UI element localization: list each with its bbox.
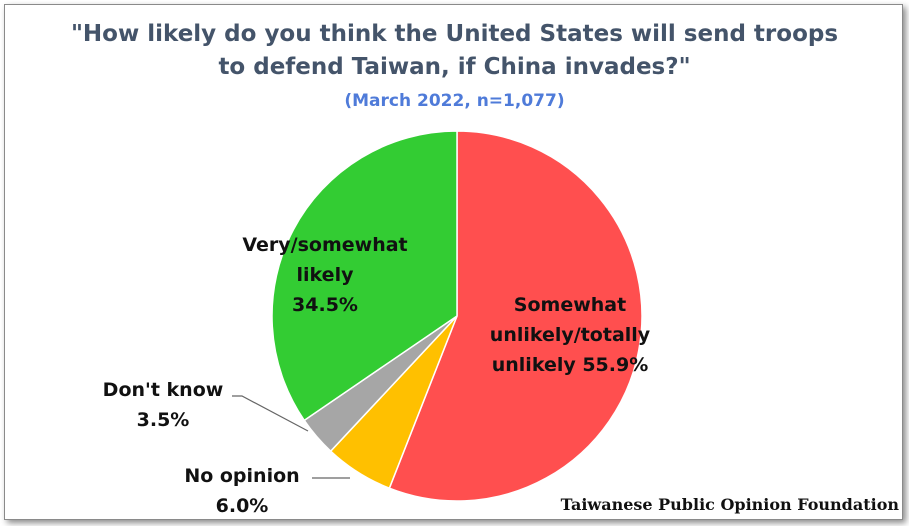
chart-subtitle: (March 2022, n=1,077) (344, 91, 565, 111)
slice-label-very-likely-line-1: Very/somewhat (242, 234, 408, 256)
leader-line-dont-know (232, 395, 309, 432)
chart-title-line-1: "How likely do you think the United Stat… (70, 21, 839, 47)
source-credit: Taiwanese Public Opinion Foundation (558, 495, 901, 514)
slice-label-somewhat-unlikely-line-3: unlikely 55.9% (491, 354, 649, 376)
slice-label-very-likely-line-2: likely (296, 264, 354, 286)
slice-label-dont-know: Don't know 3.5% (88, 375, 238, 435)
pie-slice-3 (271, 130, 458, 422)
slice-label-very-likely: Very/somewhat likely 34.5% (240, 230, 410, 320)
slice-label-dont-know-line-1: Don't know (102, 379, 224, 401)
slice-label-somewhat-unlikely-line-2: unlikely/totally (489, 324, 651, 346)
slice-label-no-opinion-line-2: 6.0% (215, 495, 269, 517)
slice-label-somewhat-unlikely: Somewhat unlikely/totally unlikely 55.9% (470, 290, 670, 380)
slice-label-somewhat-unlikely-line-1: Somewhat (513, 294, 627, 316)
slice-label-no-opinion-line-1: No opinion (184, 465, 300, 487)
chart-title-line-2: to defend Taiwan, if China invades?" (218, 54, 691, 80)
slice-label-no-opinion: No opinion 6.0% (172, 461, 312, 521)
slice-label-dont-know-line-2: 3.5% (136, 409, 190, 431)
chart-title: "How likely do you think the United Stat… (0, 18, 909, 84)
pie-slice-0 (388, 130, 643, 502)
slice-label-very-likely-line-3: 34.5% (292, 294, 358, 316)
